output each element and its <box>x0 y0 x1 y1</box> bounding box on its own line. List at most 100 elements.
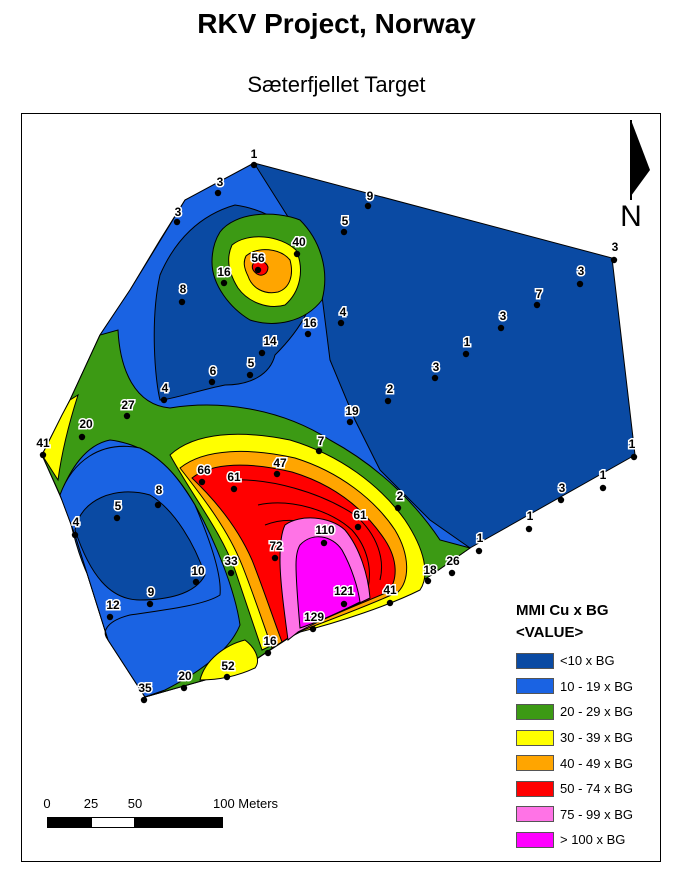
legend-item: 20 - 29 x BG <box>516 699 666 725</box>
legend-label: 50 - 74 x BG <box>560 781 633 797</box>
legend-label: > 100 x BG <box>560 832 626 848</box>
legend-label: <10 x BG <box>560 653 615 669</box>
scale-tick-label: 0 <box>43 796 51 811</box>
sample-label: 18 <box>423 563 437 577</box>
sample-label: 3 <box>578 264 585 278</box>
sample-label: 27 <box>121 398 135 412</box>
sample-label: 61 <box>227 470 241 484</box>
sample-label: 26 <box>446 554 460 568</box>
sample-label: 16 <box>217 265 231 279</box>
sample-label: 35 <box>138 681 152 695</box>
sample-label: 1 <box>629 437 636 451</box>
sample-label: 2 <box>397 489 404 503</box>
sample-label: 8 <box>180 282 187 296</box>
legend: MMI Cu x BG <VALUE> <10 x BG 10 - 19 x B… <box>516 600 666 853</box>
sample-label: 7 <box>318 434 325 448</box>
legend-item: 30 - 39 x BG <box>516 725 666 751</box>
legend-item: 50 - 74 x BG <box>516 776 666 802</box>
map-frame <box>21 113 661 862</box>
legend-item: 10 - 19 x BG <box>516 674 666 700</box>
legend-item: > 100 x BG <box>516 827 666 853</box>
sample-label: 3 <box>433 360 440 374</box>
sample-label: 6 <box>210 364 217 378</box>
sample-label: 66 <box>197 463 211 477</box>
legend-field: <VALUE> <box>516 624 584 641</box>
sample-label: 10 <box>191 564 205 578</box>
scale-bar-segment <box>135 817 223 828</box>
sample-label: 19 <box>345 404 359 418</box>
sample-label: 1 <box>464 335 471 349</box>
sample-labels: 1 3 9 3 5 40 56 16 8 16 4 14 5 6 4 27 20… <box>35 146 637 697</box>
sample-label: 41 <box>383 583 397 597</box>
sample-label: 1 <box>600 468 607 482</box>
sample-label: 3 <box>217 175 224 189</box>
sample-label: 9 <box>148 585 155 599</box>
legend-item: 40 - 49 x BG <box>516 750 666 776</box>
scale-bar-segment <box>91 817 135 828</box>
legend-title: MMI Cu x BG <box>516 602 609 619</box>
legend-swatch <box>516 678 554 695</box>
legend-swatch <box>516 831 554 848</box>
sample-label: 3 <box>612 240 619 254</box>
sample-label: 16 <box>263 634 277 648</box>
scale-end-label: 100 Meters <box>213 796 279 811</box>
sample-label: 1 <box>477 531 484 545</box>
sample-label: 4 <box>340 305 347 319</box>
sample-label: 5 <box>115 499 122 513</box>
sample-label: 3 <box>500 309 507 323</box>
sample-label: 121 <box>334 584 354 598</box>
sample-label: 5 <box>248 356 255 370</box>
sample-label: 4 <box>73 515 80 529</box>
zone-40-49-north <box>243 249 292 294</box>
sample-label: 110 <box>315 523 335 537</box>
legend-item: 75 - 99 x BG <box>516 802 666 828</box>
sample-points <box>39 161 638 704</box>
legend-item: <10 x BG <box>516 648 666 674</box>
north-arrow-icon: N <box>620 120 650 233</box>
sample-label: 61 <box>353 508 367 522</box>
scale-tick-label: 50 <box>127 796 143 811</box>
legend-label: 10 - 19 x BG <box>560 678 633 694</box>
scale-tick-label: 25 <box>83 796 99 811</box>
legend-label: 20 - 29 x BG <box>560 704 633 720</box>
legend-label: 75 - 99 x BG <box>560 806 633 822</box>
sample-label: 33 <box>224 554 238 568</box>
sample-label: 20 <box>79 417 93 431</box>
legend-swatch <box>516 780 554 797</box>
sample-label: 3 <box>175 205 182 219</box>
sample-label: 1 <box>527 509 534 523</box>
sample-label: 2 <box>397 489 404 503</box>
scale-bar-segment <box>47 817 91 828</box>
legend-swatch <box>516 729 554 746</box>
legend-label: 30 - 39 x BG <box>560 730 633 746</box>
sample-label: 14 <box>263 334 277 348</box>
sample-label: 129 <box>304 610 324 624</box>
sample-label: 1 <box>251 147 258 161</box>
legend-swatch <box>516 806 554 823</box>
sample-label: 72 <box>269 539 283 553</box>
legend-swatch <box>516 652 554 669</box>
sample-label: 56 <box>251 251 265 265</box>
sample-label: 2 <box>387 382 394 396</box>
sample-label: 40 <box>292 235 306 249</box>
sample-label: 47 <box>273 456 287 470</box>
sample-label: 5 <box>342 214 349 228</box>
sample-label: 20 <box>178 669 192 683</box>
sample-label: 12 <box>106 598 120 612</box>
sample-label: 4 <box>162 381 169 395</box>
sample-label: 3 <box>559 481 566 495</box>
zone-lt10-sw-core <box>74 491 206 601</box>
sample-label: 41 <box>36 436 50 450</box>
legend-label: 40 - 49 x BG <box>560 755 633 771</box>
map-subtitle: Sæterfjellet Target <box>247 72 426 97</box>
legend-swatch <box>516 703 554 720</box>
map-title: RKV Project, Norway <box>197 8 476 39</box>
sample-label: 9 <box>367 189 374 203</box>
sample-label: 8 <box>156 483 163 497</box>
sample-label: 7 <box>536 287 543 301</box>
zone-30-39-west <box>41 393 79 482</box>
legend-swatch <box>516 755 554 772</box>
sample-label: 52 <box>221 659 235 673</box>
sample-label: 16 <box>303 316 317 330</box>
